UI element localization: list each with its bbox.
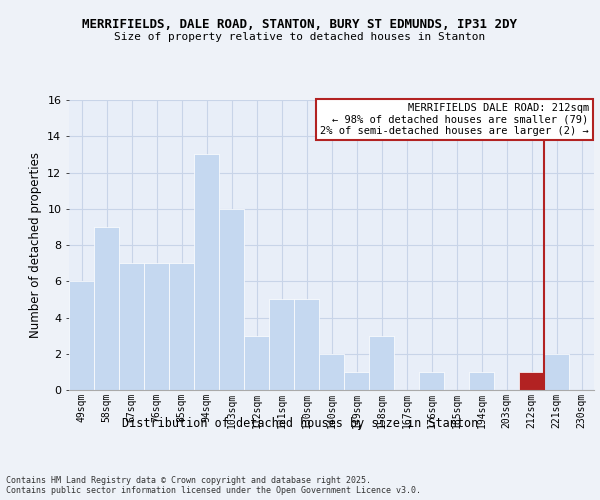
Bar bbox=[519, 372, 544, 390]
Bar bbox=[94, 227, 119, 390]
Bar bbox=[294, 300, 319, 390]
Bar bbox=[194, 154, 219, 390]
Bar bbox=[344, 372, 369, 390]
Bar bbox=[244, 336, 269, 390]
Bar bbox=[69, 281, 94, 390]
Bar bbox=[144, 263, 169, 390]
Bar bbox=[219, 209, 244, 390]
Text: MERRIFIELDS, DALE ROAD, STANTON, BURY ST EDMUNDS, IP31 2DY: MERRIFIELDS, DALE ROAD, STANTON, BURY ST… bbox=[83, 18, 517, 30]
Text: Contains HM Land Registry data © Crown copyright and database right 2025.
Contai: Contains HM Land Registry data © Crown c… bbox=[6, 476, 421, 495]
Bar bbox=[469, 372, 494, 390]
Text: Size of property relative to detached houses in Stanton: Size of property relative to detached ho… bbox=[115, 32, 485, 42]
Bar bbox=[169, 263, 194, 390]
Bar bbox=[369, 336, 394, 390]
Bar bbox=[119, 263, 144, 390]
Bar bbox=[544, 354, 569, 390]
Bar bbox=[419, 372, 444, 390]
Y-axis label: Number of detached properties: Number of detached properties bbox=[29, 152, 41, 338]
Bar bbox=[319, 354, 344, 390]
Text: MERRIFIELDS DALE ROAD: 212sqm
← 98% of detached houses are smaller (79)
2% of se: MERRIFIELDS DALE ROAD: 212sqm ← 98% of d… bbox=[320, 103, 589, 136]
Text: Distribution of detached houses by size in Stanton: Distribution of detached houses by size … bbox=[122, 418, 478, 430]
Bar bbox=[269, 300, 294, 390]
